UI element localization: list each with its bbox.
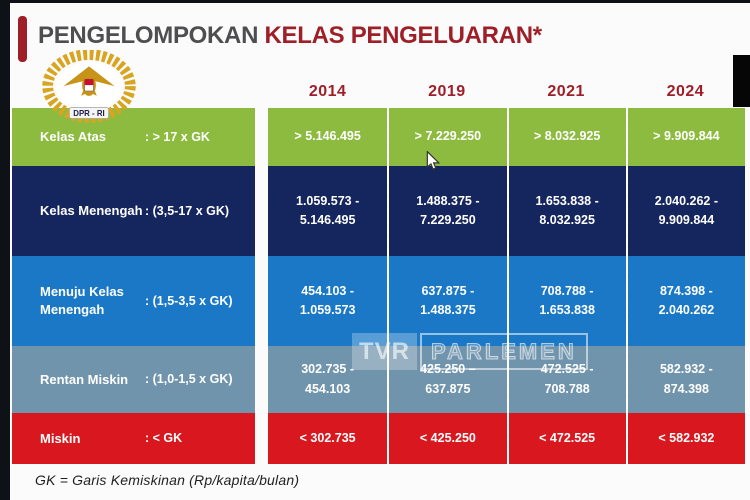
table-cell: 874.398 - 2.040.262 <box>627 256 745 346</box>
table-cell: < 302.735 <box>268 413 388 464</box>
table-cell: > 7.229.250 <box>389 108 507 166</box>
row-label-kelas-menengah: Kelas Menengah : (3,5-17 x GK) <box>12 166 255 256</box>
column-2019: > 7.229.250 1.488.375 - 7.229.250 637.87… <box>387 108 507 464</box>
year-header-2019: 2019 <box>428 83 466 100</box>
dpr-ri-logo-caption: DPR - RI <box>73 109 104 118</box>
table-cell: 708.788 - 1.653.838 <box>508 256 626 346</box>
expenditure-table: > 5.146.495 1.059.573 - 5.146.495 454.10… <box>268 108 745 464</box>
category-name: Rentan Miskin <box>40 371 129 387</box>
column-2014: > 5.146.495 1.059.573 - 5.146.495 454.10… <box>268 108 388 464</box>
video-left-border <box>0 0 10 500</box>
table-cell: 637.875 - 1.488.375 <box>389 256 507 346</box>
year-header-2024: 2024 <box>666 83 705 100</box>
dpr-ri-logo: DPR - RI <box>30 49 148 130</box>
table-cell: 2.040.262 - 9.909.844 <box>627 166 745 256</box>
category-name: Kelas Menengah <box>40 203 143 219</box>
title-prefix: PENGELOMPOKAN <box>38 22 265 49</box>
category-name: Miskin <box>40 430 81 446</box>
row-label-rentan-miskin: Rentan Miskin : (1,0-1,5 x GK) <box>12 346 255 413</box>
tvr-logo: TVR <box>352 333 417 370</box>
parlemen-watermark-label: PARLEMEN <box>420 333 588 370</box>
category-range: : (1,5-3,5 x GK) <box>145 293 233 308</box>
table-cell: < 582.932 <box>627 413 745 464</box>
page-title: PENGELOMPOKAN KELAS PENGELUARAN* <box>38 22 718 50</box>
tvr-parlemen-watermark: TVR PARLEMEN <box>352 333 588 370</box>
footnote-gk-definition: GK = Garis Kemiskinan (Rp/kapita/bulan) <box>35 472 300 488</box>
table-cell: 1.059.573 - 5.146.495 <box>268 166 388 256</box>
table-cell: > 5.146.495 <box>268 108 388 166</box>
category-range: : (1,0-1,5 x GK) <box>145 372 233 387</box>
dpr-ri-logo-graphic: DPR - RI <box>42 49 136 123</box>
title-highlight: KELAS PENGELUARAN* <box>264 22 542 49</box>
year-header-2021: 2021 <box>547 83 585 100</box>
row-label-menuju-kelas-menengah: Menuju Kelas Menengah : (1,5-3,5 x GK) <box>12 256 255 346</box>
category-column: Kelas Atas : > 17 x GK Kelas Menengah : … <box>12 108 255 464</box>
mouse-cursor-icon <box>426 150 442 176</box>
table-cell: < 472.525 <box>508 413 626 464</box>
table-cell: < 425.250 <box>389 413 507 464</box>
table-cell: 472.525 - 708.788 <box>508 346 626 413</box>
column-2021: > 8.032.925 1.653.838 - 8.032.925 708.78… <box>506 108 626 464</box>
category-name: Kelas Atas <box>40 129 106 145</box>
row-label-miskin: Miskin : < GK <box>12 413 255 464</box>
category-range: : (3,5-17 x GK) <box>145 203 230 218</box>
category-name: Menuju Kelas Menengah <box>40 284 124 317</box>
column-2024: > 9.909.844 2.040.262 - 9.909.844 874.39… <box>625 108 745 464</box>
overlay-black-box <box>733 55 750 107</box>
table-cell: 1.488.375 - 7.229.250 <box>389 166 507 256</box>
category-range: : > 17 x GK <box>145 129 210 144</box>
table-cell: 582.932 - 874.398 <box>627 346 745 413</box>
title-accent-bar <box>18 16 27 62</box>
table-cell: > 9.909.844 <box>627 108 745 166</box>
category-range: : < GK <box>145 431 183 446</box>
video-top-border <box>0 0 750 3</box>
table-cell: 1.653.838 - 8.032.925 <box>508 166 626 256</box>
table-cell: > 8.032.925 <box>508 108 626 166</box>
year-header-2014: 2014 <box>308 83 347 100</box>
table-cell: 302.735 - 454.103 <box>268 346 388 413</box>
table-cell: 454.103 - 1.059.573 <box>268 256 388 346</box>
row-label-kelas-atas: Kelas Atas : > 17 x GK <box>12 108 255 166</box>
year-header-row: 2014 2019 2021 2024 <box>268 80 745 104</box>
